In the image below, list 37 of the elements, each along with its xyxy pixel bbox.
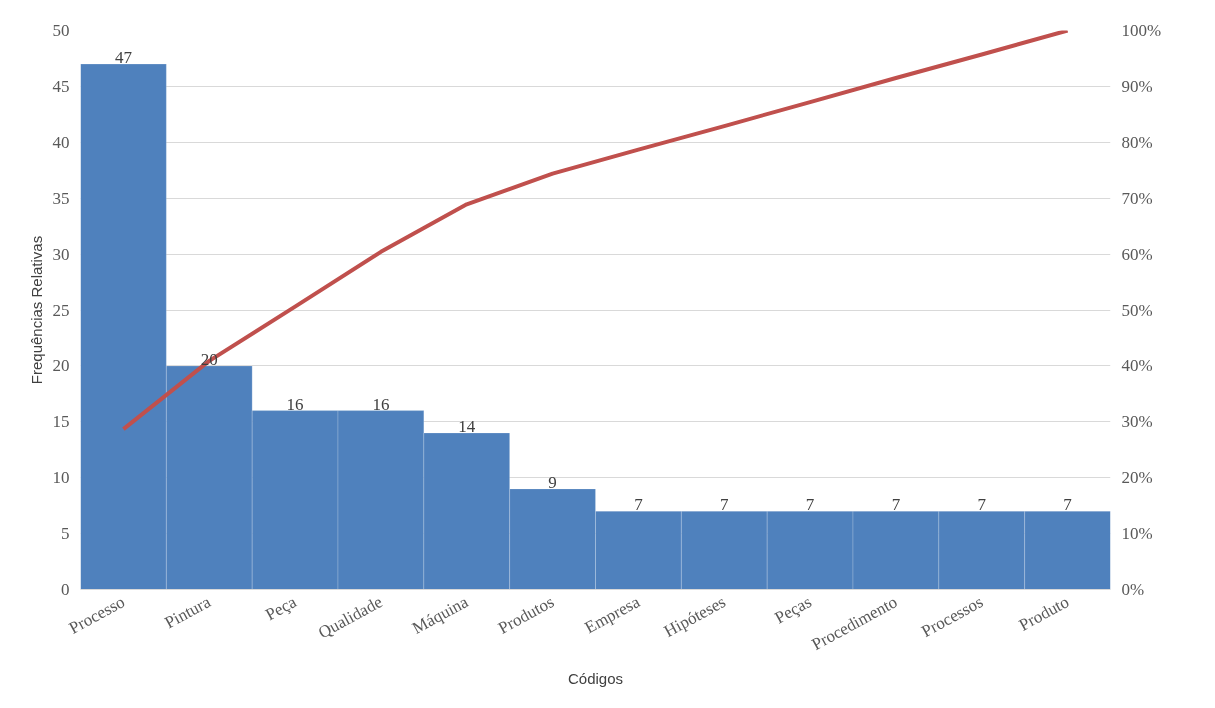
y2-tick-label: 50% (1121, 300, 1153, 320)
y2-tick-label: 20% (1121, 468, 1153, 488)
x-tick-label: Peças (771, 592, 815, 628)
y-tick-label: 0 (61, 580, 70, 599)
data-label: 16 (286, 394, 304, 414)
y-tick-label: 25 (52, 300, 70, 320)
y2-tick-label: 0% (1121, 580, 1145, 599)
y-tick-label: 20 (52, 356, 70, 376)
data-label: 9 (548, 472, 557, 492)
x-tick-label: Peça (262, 591, 301, 625)
y-tick-label: 10 (52, 468, 70, 488)
data-label: 16 (372, 394, 390, 414)
y-tick-label: 50 (52, 21, 70, 40)
data-label: 7 (891, 495, 901, 515)
y-tick-label: 45 (52, 76, 70, 96)
x-axis-title: Códigos (567, 670, 624, 688)
y2-tick-label: 80% (1121, 132, 1153, 152)
y2-tick-label: 40% (1121, 356, 1153, 376)
data-label: 14 (458, 416, 476, 436)
y2-tick-label: 60% (1121, 244, 1153, 264)
data-label: 47 (114, 48, 133, 68)
y-tick-label: 5 (61, 524, 70, 544)
y2-tick-label: 90% (1121, 76, 1153, 96)
data-label: 7 (1063, 495, 1073, 515)
y2-tick-label: 10% (1121, 524, 1153, 544)
data-label: 7 (805, 495, 815, 515)
y2-tick-label: 70% (1121, 188, 1153, 208)
data-label: 7 (977, 495, 987, 515)
y-tick-label: 30 (52, 244, 70, 264)
data-label: 7 (634, 495, 644, 515)
y2-tick-label: 100% (1121, 21, 1162, 40)
y2-tick-label: 30% (1121, 412, 1153, 432)
y-tick-label: 15 (52, 412, 70, 432)
y-tick-label: 40 (52, 132, 70, 152)
y-axis-title: Frequências Relativas (27, 235, 45, 385)
data-label: 7 (720, 495, 729, 515)
y-tick-label: 35 (52, 188, 70, 208)
